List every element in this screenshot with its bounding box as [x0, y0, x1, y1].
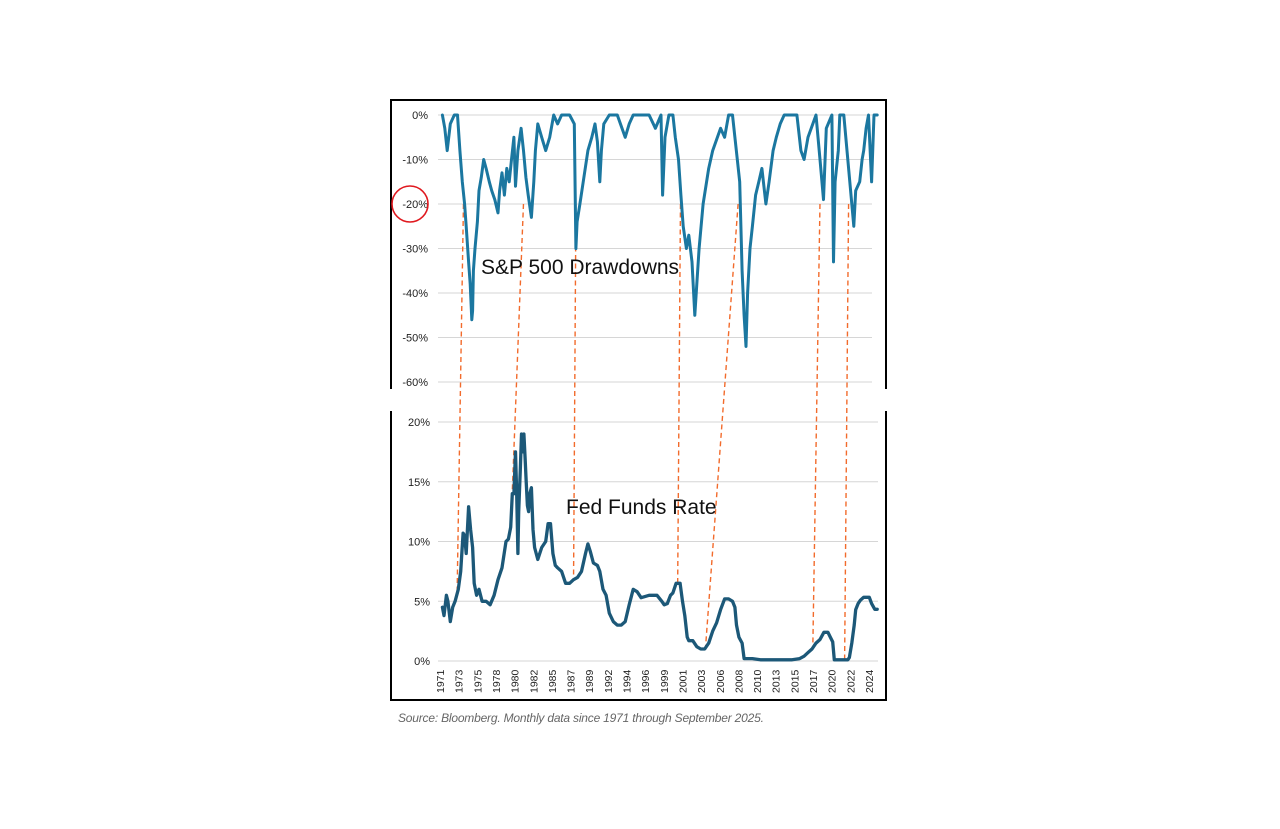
x-tick-label: 2024 [864, 669, 876, 693]
highlight-circle [391, 185, 429, 223]
drawdown-y-axis: 0% -10% -20% -30% -40% -50% -60% [402, 110, 428, 389]
fed-panel-label: Fed Funds Rate [566, 496, 717, 519]
fed-y-axis: 20% 15% 10% 5% 0% [408, 417, 430, 668]
x-tick-label: 1994 [622, 669, 634, 693]
x-tick-label: 1987 [566, 669, 578, 693]
x-tick-label: 1996 [640, 669, 652, 693]
x-tick-label: 1980 [510, 669, 522, 693]
fed-gridlines [438, 421, 878, 662]
x-tick-label: 1975 [472, 669, 484, 693]
drawdown-panel-frame [390, 99, 887, 389]
x-tick-label: 1978 [491, 669, 503, 693]
x-tick-label: 1971 [435, 669, 447, 693]
x-tick-label: 2020 [827, 669, 839, 693]
x-tick-label: 2006 [715, 669, 727, 693]
x-tick-label: 1982 [528, 669, 540, 693]
drawdown-y-tick-label: -30% [402, 244, 428, 256]
drawdown-y-tick-label: -20% [402, 199, 428, 211]
fed-y-tick-label: 15% [408, 477, 430, 489]
drawdown-y-tick-label: -60% [402, 377, 428, 389]
guide-line [704, 203, 739, 648]
x-tick-label: 1992 [603, 669, 615, 693]
fed-panel-frame [390, 411, 887, 701]
drawdown-y-tick-label: 0% [412, 110, 428, 122]
drawdown-y-tick-label: -40% [402, 288, 428, 300]
x-tick-label: 1999 [659, 669, 671, 693]
x-tick-label: 2022 [845, 669, 857, 693]
x-tick-label: 2003 [696, 669, 708, 693]
x-tick-label: 1973 [454, 669, 466, 693]
x-tick-label: 2017 [808, 669, 820, 693]
fed-y-tick-label: 0% [414, 656, 430, 668]
x-tick-label: 2001 [677, 669, 689, 693]
drawdown-series-line [440, 113, 879, 348]
guide-line [676, 203, 682, 584]
guide-line [572, 203, 577, 580]
x-tick-label: 2015 [789, 669, 801, 693]
guide-line [843, 203, 850, 660]
x-tick-label: 1985 [547, 669, 559, 693]
fed-funds-series-line [440, 432, 879, 662]
x-axis: 1971 1973 1975 1978 1980 1982 1985 1987 1989 1992… [435, 669, 876, 693]
x-tick-label: 1989 [584, 669, 596, 693]
drawdown-panel-label: S&P 500 Drawdowns [481, 256, 679, 279]
fed-y-tick-label: 10% [408, 537, 430, 549]
guide-line [812, 203, 821, 648]
drawdown-y-tick-label: -10% [402, 155, 428, 167]
drawdown-to-rate-guides [456, 203, 850, 660]
guide-line [510, 203, 525, 511]
fed-y-tick-label: 20% [408, 417, 430, 429]
guide-line [456, 203, 465, 594]
source-note: Source: Bloomberg. Monthly data since 19… [398, 711, 764, 725]
drawdown-y-tick-label: -50% [402, 333, 428, 345]
x-tick-label: 2013 [771, 669, 783, 693]
fed-y-tick-label: 5% [414, 596, 430, 608]
x-tick-label: 2010 [752, 669, 764, 693]
x-tick-label: 2008 [733, 669, 745, 693]
drawdown-gridlines [438, 114, 872, 383]
